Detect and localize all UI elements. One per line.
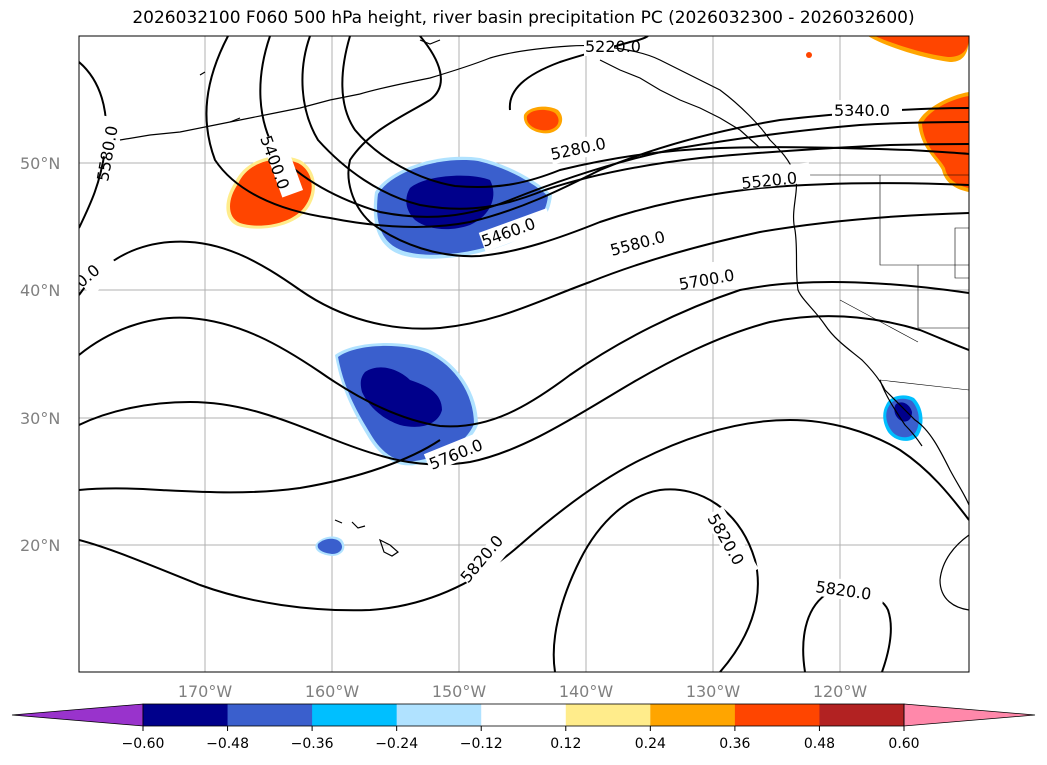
- map-frame: [78, 35, 970, 673]
- longitude-labels: 170°W 160°W 150°W 140°W 130°W 120°W: [178, 682, 868, 701]
- colorbar-segment: [734, 704, 820, 726]
- colorbar-extend-low: [11, 703, 144, 727]
- colorbar-tick-label: 0.36: [719, 736, 750, 752]
- precip-positive-blob-canada: [918, 92, 969, 192]
- lon-label-170w: 170°W: [178, 682, 233, 701]
- lon-label-160w: 160°W: [305, 682, 360, 701]
- colorbar-tick-label: −0.24: [375, 736, 418, 752]
- lat-label-40n: 40°N: [20, 281, 60, 300]
- colorbar-segment: [312, 704, 398, 726]
- precip-negative-blob-central: [335, 343, 478, 466]
- political-borders: [800, 174, 969, 391]
- colorbar-segment: [227, 704, 313, 726]
- latitude-labels: 50°N 40°N 30°N 20°N: [20, 154, 60, 555]
- lat-label-50n: 50°N: [20, 154, 60, 173]
- map-background: [79, 36, 969, 672]
- precip-positive-blob-alaska: [523, 106, 563, 134]
- precip-positive-blob-ne-corner: [868, 36, 969, 62]
- colorbar-segment: [565, 704, 651, 726]
- colorbar-tick-label: −0.48: [206, 736, 249, 752]
- lon-label-130w: 130°W: [686, 682, 741, 701]
- colorbar-segment: [396, 704, 482, 726]
- contour-label-5340: 5340.0: [834, 101, 890, 120]
- colorbar-tick-label: 0.12: [550, 736, 581, 752]
- colorbar-tick-label: −0.36: [291, 736, 334, 752]
- colorbar-tick-label: −0.60: [122, 736, 165, 752]
- colorbar-segment: [819, 704, 905, 726]
- colorbar: [11, 703, 1036, 727]
- lat-label-30n: 30°N: [20, 409, 60, 428]
- colorbar-frame: [142, 703, 905, 727]
- lon-label-140w: 140°W: [559, 682, 614, 701]
- colorbar-tick-label: 0.24: [635, 736, 666, 752]
- colorbar-segment: [481, 704, 567, 726]
- colorbar-tick-label: 0.48: [804, 736, 835, 752]
- colorbar-segment: [143, 704, 229, 726]
- colorbar-tick-label: 0.60: [888, 736, 919, 752]
- precip-negative-blob-hawaii: [315, 536, 345, 556]
- lon-label-120w: 120°W: [813, 682, 868, 701]
- lon-label-150w: 150°W: [432, 682, 487, 701]
- map-title: 2026032100 F060 500 hPa height, river ba…: [132, 8, 915, 28]
- height-contours: [79, 36, 969, 672]
- lat-label-20n: 20°N: [20, 536, 60, 555]
- colorbar-extend-high: [903, 703, 1036, 727]
- colorbar-ticks: −0.60 −0.48 −0.36 −0.24 −0.12 0.12 0.24 0.36 0.4…: [122, 726, 920, 752]
- contour-label-5220: 5220.0: [585, 37, 641, 56]
- colorbar-segment: [650, 704, 736, 726]
- colorbar-tick-label: −0.12: [460, 736, 503, 752]
- precip-positive-speck: [806, 52, 812, 58]
